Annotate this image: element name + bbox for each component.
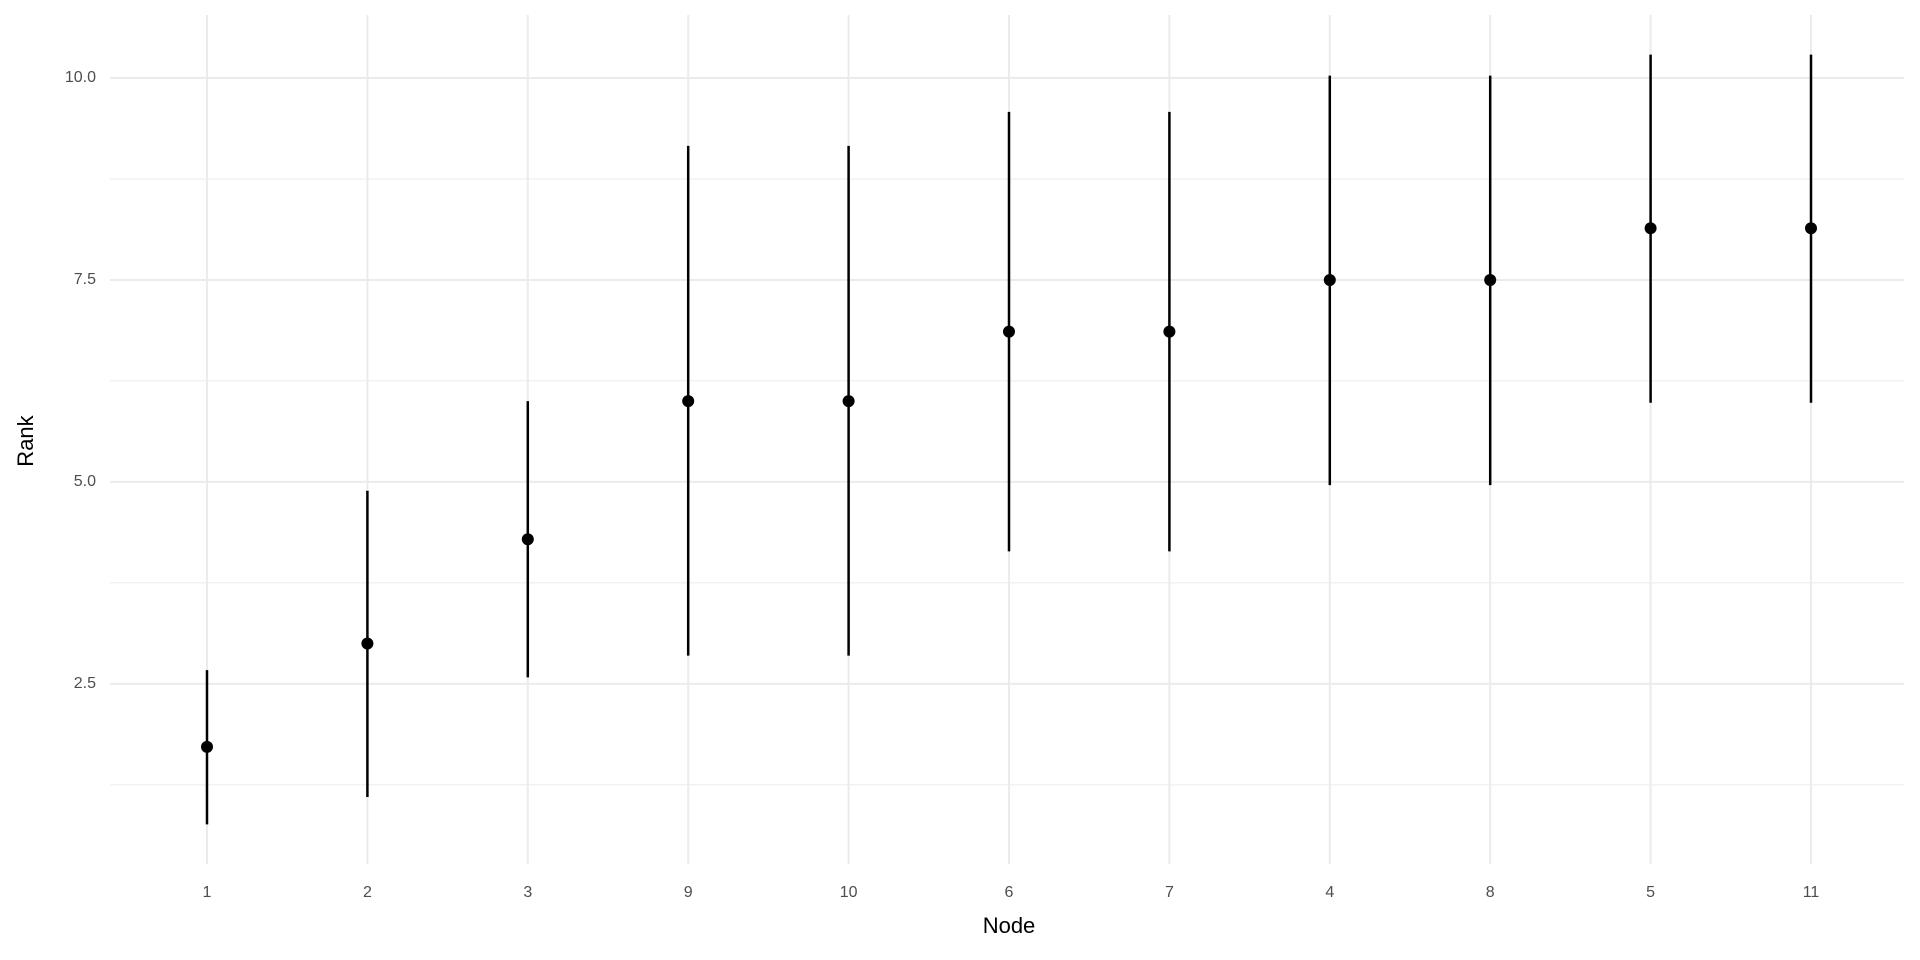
point [1805,222,1817,235]
x-tick-label: 5 [1646,884,1655,901]
point [1323,273,1336,286]
x-tick-label: 11 [1803,884,1820,901]
x-tick-label: 1 [203,884,212,901]
point [1163,325,1176,338]
point [682,395,695,408]
x-tick-label: 9 [684,884,693,901]
y-tick-label: 5.0 [74,473,96,490]
point [1644,222,1657,235]
point [842,395,855,408]
point [201,740,213,753]
y-tick-label: 10.0 [65,69,96,86]
x-tick-label: 7 [1165,884,1174,901]
x-tick-label: 3 [523,884,532,901]
x-axis-title: Node [983,913,1036,938]
point [361,637,374,650]
x-tick-label: 6 [1005,884,1014,901]
x-tick-label: 2 [363,884,372,901]
y-axis-title: Rank [13,414,38,466]
y-tick-label: 2.5 [74,675,96,692]
x-tick-label: 10 [840,884,858,901]
x-tick-label: 8 [1486,884,1495,901]
point [1003,325,1015,338]
x-tick-label: 4 [1325,884,1334,901]
y-tick-label: 7.5 [74,271,96,288]
point [1484,273,1497,286]
point [521,533,534,546]
